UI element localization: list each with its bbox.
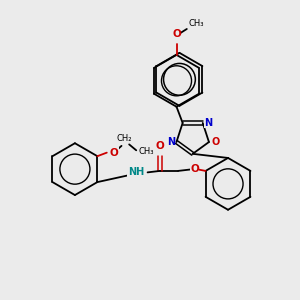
Text: NH: NH [128,167,144,177]
Text: CH₃: CH₃ [188,19,204,28]
Text: O: O [156,141,164,151]
Text: CH₂: CH₂ [117,134,132,143]
Text: O: O [211,137,220,147]
Text: O: O [172,29,181,39]
Text: N: N [167,137,175,147]
Text: N: N [204,118,212,128]
Text: CH₃: CH₃ [139,147,154,156]
Text: O: O [190,164,199,174]
Text: O: O [110,148,118,158]
